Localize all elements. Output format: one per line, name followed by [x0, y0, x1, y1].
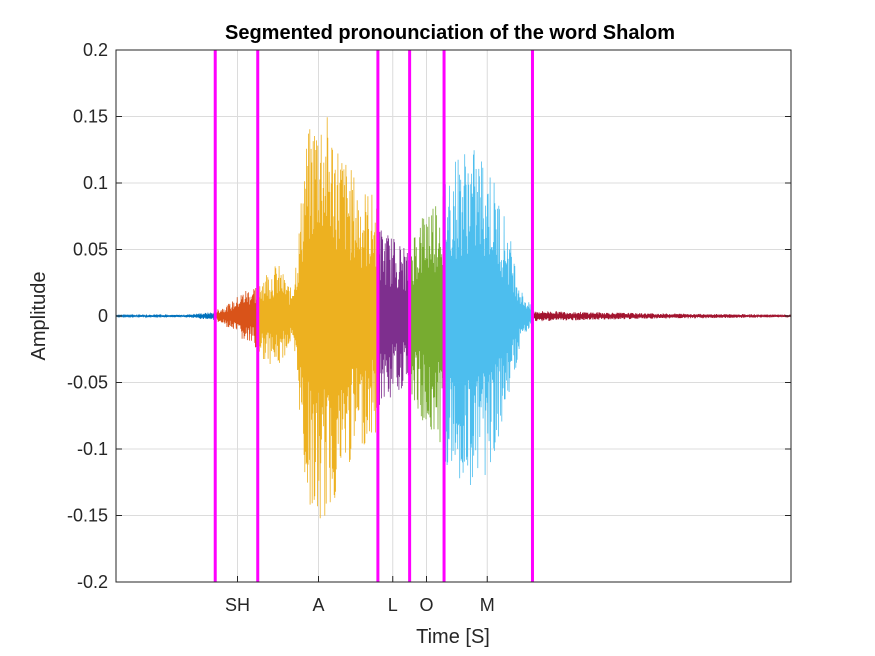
x-tick-label: M: [480, 595, 495, 615]
x-tick-label: L: [388, 595, 398, 615]
waveform-segment-a: [257, 117, 379, 519]
waveform: [115, 117, 792, 519]
waveform-segment: [115, 312, 216, 320]
x-tick-label: A: [312, 595, 324, 615]
y-tick-label: 0.15: [73, 107, 108, 127]
y-tick-label: -0.15: [67, 506, 108, 526]
axis-ticks: -0.2 -0.15 -0.1 -0.05 0 0.05 0.1 0.15 0.2 SH A L O M: [67, 40, 791, 615]
x-axis-label: Time [S]: [416, 626, 490, 648]
y-tick-label: 0.1: [83, 173, 108, 193]
y-tick-label: 0: [98, 306, 108, 326]
waveform-segment: [532, 311, 792, 322]
waveform-segment-m: [443, 150, 533, 486]
y-tick-label: -0.05: [67, 373, 108, 393]
y-tick-label: 0.05: [73, 240, 108, 260]
waveform-segment-o: [409, 196, 445, 443]
waveform-segment-sh: [214, 287, 259, 348]
y-tick-label: -0.1: [77, 439, 108, 459]
y-tick-label: -0.2: [77, 572, 108, 592]
segment-boundaries: [213, 50, 534, 582]
x-tick-label: SH: [225, 595, 250, 615]
chart-title: Segmented pronounciation of the word Sha…: [225, 22, 675, 44]
waveform-segment-l: [377, 230, 410, 405]
x-tick-label: O: [419, 595, 433, 615]
y-axis-label: Amplitude: [28, 272, 50, 361]
y-tick-label: 0.2: [83, 40, 108, 60]
